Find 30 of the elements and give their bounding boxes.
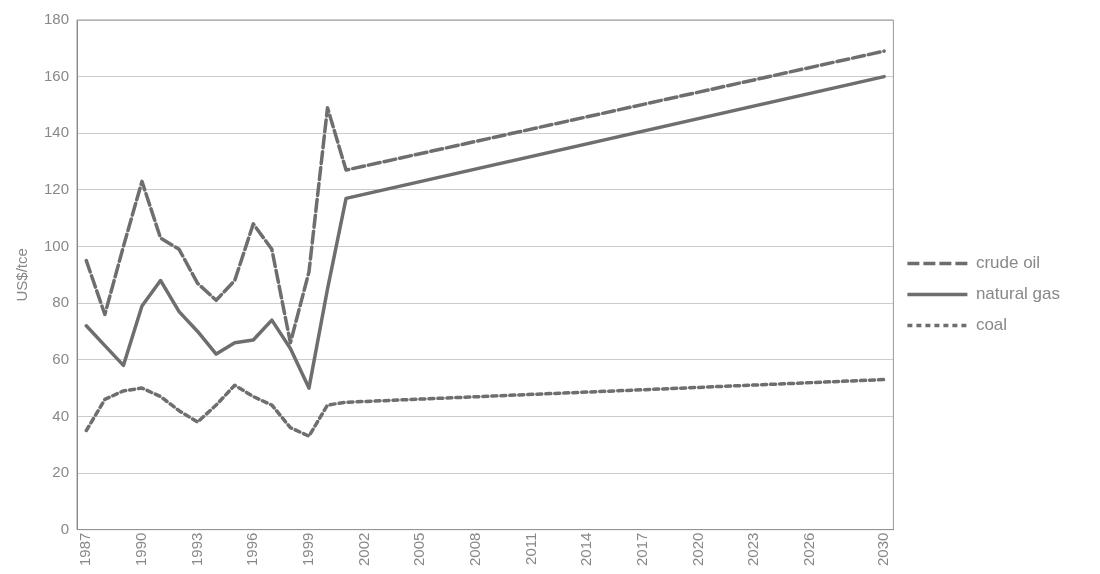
- y-tick-label: 180: [44, 10, 70, 28]
- legend-label: crude oil: [975, 253, 1041, 273]
- y-tick-label: 20: [52, 463, 70, 481]
- legend-label: natural gas: [975, 284, 1061, 304]
- y-tick-label: 120: [44, 180, 70, 198]
- x-tick-label: 2014: [577, 532, 595, 567]
- y-tick-label: 40: [52, 406, 70, 424]
- x-tick-label: 2026: [800, 532, 818, 567]
- x-tick-label: 2008: [466, 532, 484, 567]
- x-tick-label: 2005: [410, 532, 428, 567]
- x-tick-label: 2017: [633, 532, 651, 567]
- line-series: [84, 377, 886, 438]
- y-tick-label: 60: [52, 349, 70, 367]
- y-tick-label: 100: [44, 236, 70, 254]
- x-tick-label: 1990: [132, 532, 150, 567]
- x-tick-label: 2030: [874, 532, 892, 567]
- x-tick-label: 2002: [354, 532, 372, 567]
- x-tick-label: 2011: [521, 532, 539, 565]
- y-tick-label: 80: [52, 293, 70, 311]
- y-tick-label: 140: [44, 123, 70, 141]
- x-tick-label: 1999: [299, 532, 317, 567]
- x-tick-label: 1987: [76, 532, 94, 567]
- x-tick-label: 2023: [744, 532, 762, 567]
- legend-label: coal: [975, 315, 1008, 335]
- x-tick-label: 1993: [187, 532, 205, 567]
- x-tick-label: 1996: [243, 532, 261, 567]
- y-tick-label: 0: [60, 519, 70, 537]
- y-axis-title: US$/tce: [13, 248, 31, 302]
- y-tick-label: 160: [44, 66, 70, 84]
- x-tick-label: 2020: [688, 532, 706, 567]
